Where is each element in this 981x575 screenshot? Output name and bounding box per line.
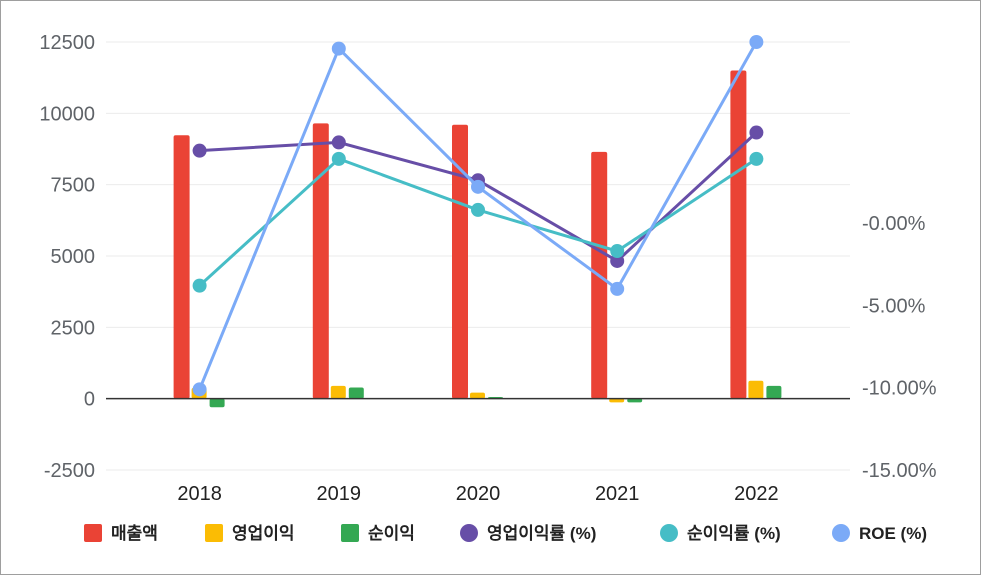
x-axis-tick-label: 2021 <box>595 483 640 505</box>
left-axis-tick-label: 2500 <box>51 317 96 339</box>
left-axis-tick-label: 5000 <box>51 246 96 268</box>
legend-label: 영업이익률 (%) <box>487 524 596 543</box>
left-axis-tick-label: 10000 <box>39 103 95 125</box>
operating-margin-point <box>749 125 764 140</box>
bar-net-profit <box>348 387 364 399</box>
right-axis-tick-label: -15.00% <box>862 460 937 482</box>
right-axis-tick-label: -5.00% <box>862 295 926 317</box>
bar-net-profit <box>766 385 782 399</box>
left-axis-tick-label: 12500 <box>39 32 95 54</box>
legend-label: 영업이익 <box>232 524 295 543</box>
x-axis-tick-label: 2022 <box>734 483 779 505</box>
legend-swatch <box>460 524 478 542</box>
roe-point <box>610 281 625 296</box>
legend-label: 순이익률 (%) <box>687 524 781 543</box>
net-margin-point <box>331 151 346 166</box>
bar-revenue <box>312 123 329 399</box>
right-axis-tick-label: -10.00% <box>862 378 937 400</box>
legend-swatch <box>341 524 359 542</box>
left-axis-tick-label: 0 <box>84 389 95 411</box>
bar-operating-profit <box>330 385 346 399</box>
net-margin-point <box>471 202 485 217</box>
roe-point <box>192 382 207 397</box>
net-margin-point <box>192 278 207 293</box>
operating-margin-point <box>610 253 625 268</box>
operating-margin-line <box>199 131 758 263</box>
right-axis-tick-label: -0.00% <box>862 213 926 235</box>
x-axis-tick-label: 2019 <box>317 483 362 505</box>
left-axis-tick-label: -2500 <box>44 460 95 482</box>
legend-swatch <box>660 524 678 542</box>
bar-net-profit <box>627 398 643 403</box>
legend-label: 매출액 <box>111 524 158 543</box>
bar-revenue <box>173 135 190 399</box>
bar-operating-profit <box>470 392 485 399</box>
bar-operating-profit <box>609 398 625 403</box>
bar-revenue <box>452 124 468 399</box>
legend-swatch <box>832 524 850 542</box>
bar-revenue <box>730 70 747 399</box>
net-margin-point <box>610 244 625 259</box>
roe-point <box>471 179 485 194</box>
bar-net-profit <box>209 398 225 408</box>
net-margin-point <box>749 151 764 166</box>
roe-point <box>749 35 764 49</box>
roe-point <box>331 41 346 56</box>
operating-margin-point <box>192 143 207 158</box>
bar-operating-profit <box>748 380 764 399</box>
left-axis-tick-label: 7500 <box>51 175 96 197</box>
legend-swatch <box>205 524 223 542</box>
legend-label: ROE (%) <box>859 524 927 543</box>
x-axis-tick-label: 2018 <box>177 483 222 505</box>
legend-swatch <box>84 524 102 542</box>
operating-margin-point <box>331 135 346 150</box>
legend-label: 순이익 <box>368 524 415 543</box>
x-axis-tick-label: 2020 <box>456 483 501 505</box>
